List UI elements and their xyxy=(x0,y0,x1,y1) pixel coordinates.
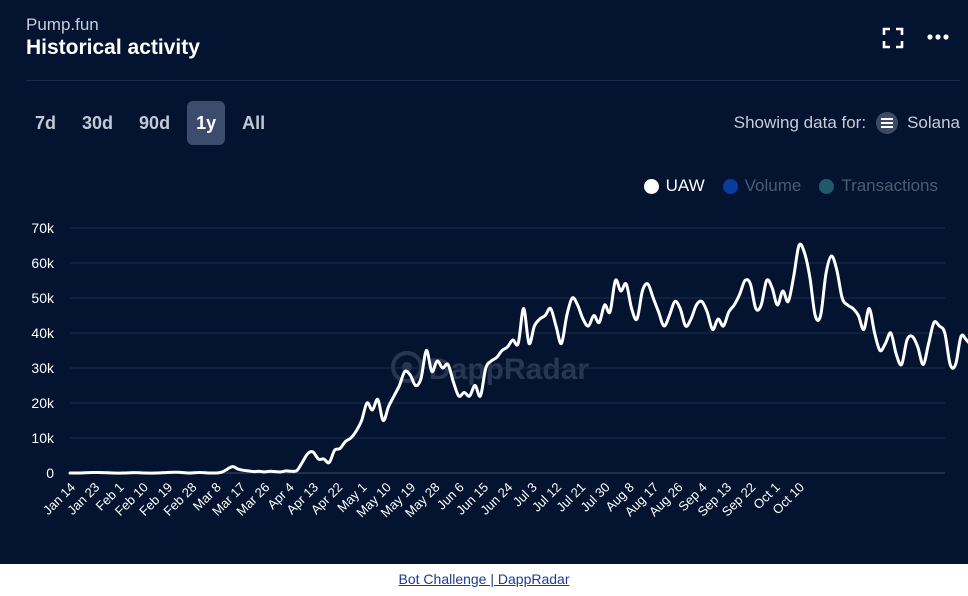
legend-volume-label: Volume xyxy=(744,176,802,195)
y-tick-label: 60k xyxy=(31,255,55,271)
header-divider xyxy=(26,80,960,81)
legend-transactions-label: Transactions xyxy=(841,176,938,195)
solana-icon xyxy=(876,112,899,134)
y-tick-label: 0 xyxy=(46,465,54,481)
network-prefix: Showing data for: xyxy=(733,113,867,132)
tab-30d[interactable]: 30d xyxy=(82,113,114,133)
fullscreen-icon[interactable] xyxy=(882,27,904,49)
legend-volume[interactable]: Volume xyxy=(722,176,802,196)
network-selector: Showing data for: Solana xyxy=(734,112,960,134)
more-options-icon[interactable] xyxy=(926,26,950,48)
network-chain-label: Solana xyxy=(907,113,960,132)
page-title: Historical activity xyxy=(26,36,200,59)
y-tick-label: 50k xyxy=(31,290,55,306)
tab-90d[interactable]: 90d xyxy=(139,113,171,133)
legend-volume-dot xyxy=(722,178,738,194)
y-tick-label: 20k xyxy=(31,395,55,411)
legend-uaw[interactable]: UAW xyxy=(643,176,705,196)
uaw-series-line xyxy=(68,242,968,475)
app-name: Pump.fun xyxy=(26,15,99,34)
legend-transactions-dot xyxy=(819,178,835,194)
legend-transactions[interactable]: Transactions xyxy=(819,176,938,196)
legend-uaw-label: UAW xyxy=(665,176,705,195)
network-chain-button[interactable]: Solana xyxy=(876,112,960,134)
footer-link[interactable]: Bot Challenge | DappRadar xyxy=(398,571,570,587)
time-range-tabs: 7d 30d 90d 1y All xyxy=(26,101,274,145)
legend-uaw-dot xyxy=(643,178,659,194)
y-tick-label: 70k xyxy=(31,220,55,236)
tab-all[interactable]: All xyxy=(242,113,266,133)
watermark-text: DappRadar xyxy=(429,353,589,386)
y-tick-label: 10k xyxy=(31,430,55,446)
tab-1y[interactable]: 1y xyxy=(187,101,226,145)
watermark: DappRadar xyxy=(391,351,589,386)
chart-panel: Pump.fun Historical activity 7d 30d 90d … xyxy=(0,0,968,564)
y-tick-label: 30k xyxy=(31,360,55,376)
y-tick-label: 40k xyxy=(31,325,55,341)
tab-7d[interactable]: 7d xyxy=(35,113,57,133)
chart-legend: UAW Volume Transactions xyxy=(643,176,938,196)
footer: Bot Challenge | DappRadar xyxy=(0,564,968,596)
